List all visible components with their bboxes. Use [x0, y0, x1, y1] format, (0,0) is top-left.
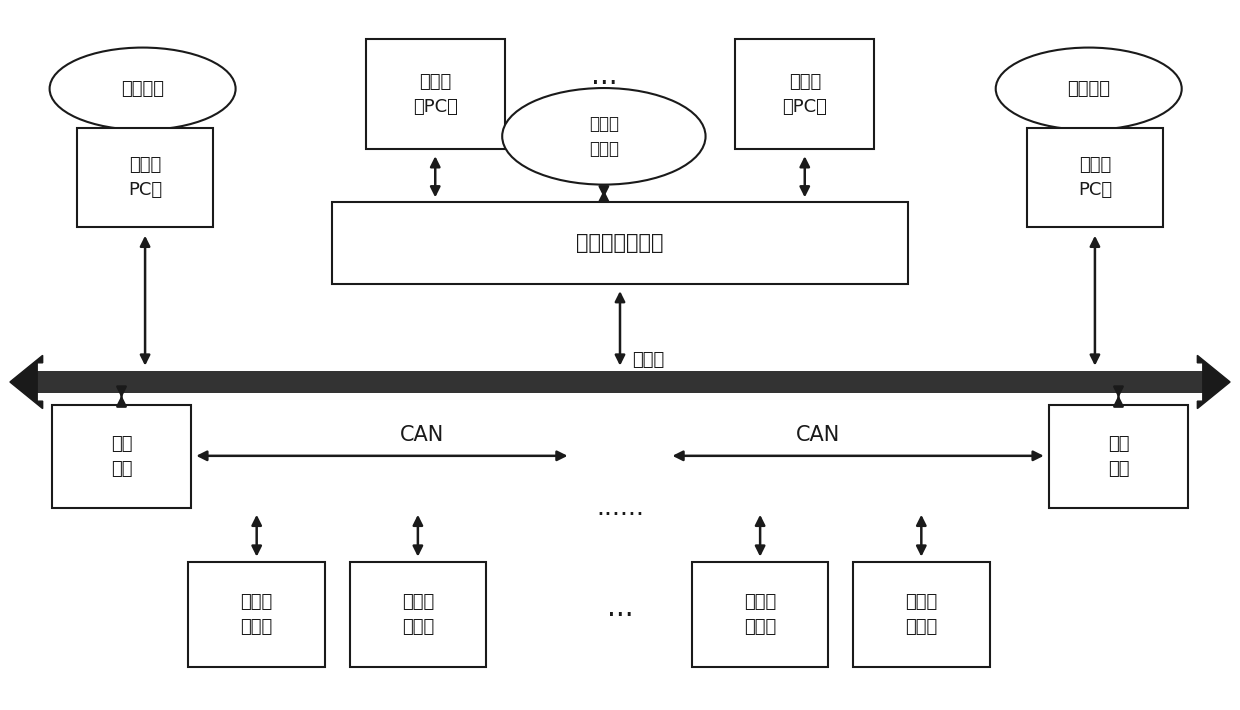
Text: CAN: CAN	[399, 425, 444, 444]
Text: 制动控
制单元: 制动控 制单元	[402, 594, 434, 636]
Bar	[692, 562, 828, 667]
Bar	[853, 562, 990, 667]
Text: ···: ···	[590, 70, 618, 98]
Bar	[366, 39, 505, 149]
Text: 便携式
PC机: 便携式 PC机	[128, 156, 162, 199]
FancyArrow shape	[10, 355, 42, 408]
Text: 以太网: 以太网	[632, 351, 665, 369]
Text: 维护
终端: 维护 终端	[1107, 435, 1130, 478]
Bar	[1027, 128, 1163, 227]
Text: 综合维
护PC机: 综合维 护PC机	[782, 72, 827, 116]
Text: 车载维护交换机: 车载维护交换机	[577, 233, 663, 253]
Text: 现场调试: 现场调试	[122, 80, 164, 98]
Bar	[332, 202, 908, 284]
Bar	[735, 39, 874, 149]
Bar	[77, 128, 213, 227]
Text: 便携式
PC机: 便携式 PC机	[1078, 156, 1112, 199]
FancyArrow shape	[1198, 355, 1230, 408]
Ellipse shape	[502, 88, 706, 185]
Text: 制动控
制单元: 制动控 制单元	[744, 594, 776, 636]
Text: 综合监
控维护: 综合监 控维护	[589, 115, 619, 158]
Ellipse shape	[996, 48, 1182, 130]
Bar	[1049, 405, 1188, 508]
Bar	[37, 371, 1203, 393]
Bar	[350, 562, 486, 667]
Bar	[188, 562, 325, 667]
Bar	[52, 405, 191, 508]
Text: 现场调试: 现场调试	[1068, 80, 1110, 98]
Text: 综合维
护PC机: 综合维 护PC机	[413, 72, 458, 116]
Text: 维护
终端: 维护 终端	[110, 435, 133, 478]
Text: ···: ···	[606, 602, 634, 630]
Text: 制动控
制单元: 制动控 制单元	[241, 594, 273, 636]
Text: 制动控
制单元: 制动控 制单元	[905, 594, 937, 636]
Text: ······: ······	[596, 503, 644, 527]
Text: CAN: CAN	[796, 425, 841, 444]
Ellipse shape	[50, 48, 236, 130]
